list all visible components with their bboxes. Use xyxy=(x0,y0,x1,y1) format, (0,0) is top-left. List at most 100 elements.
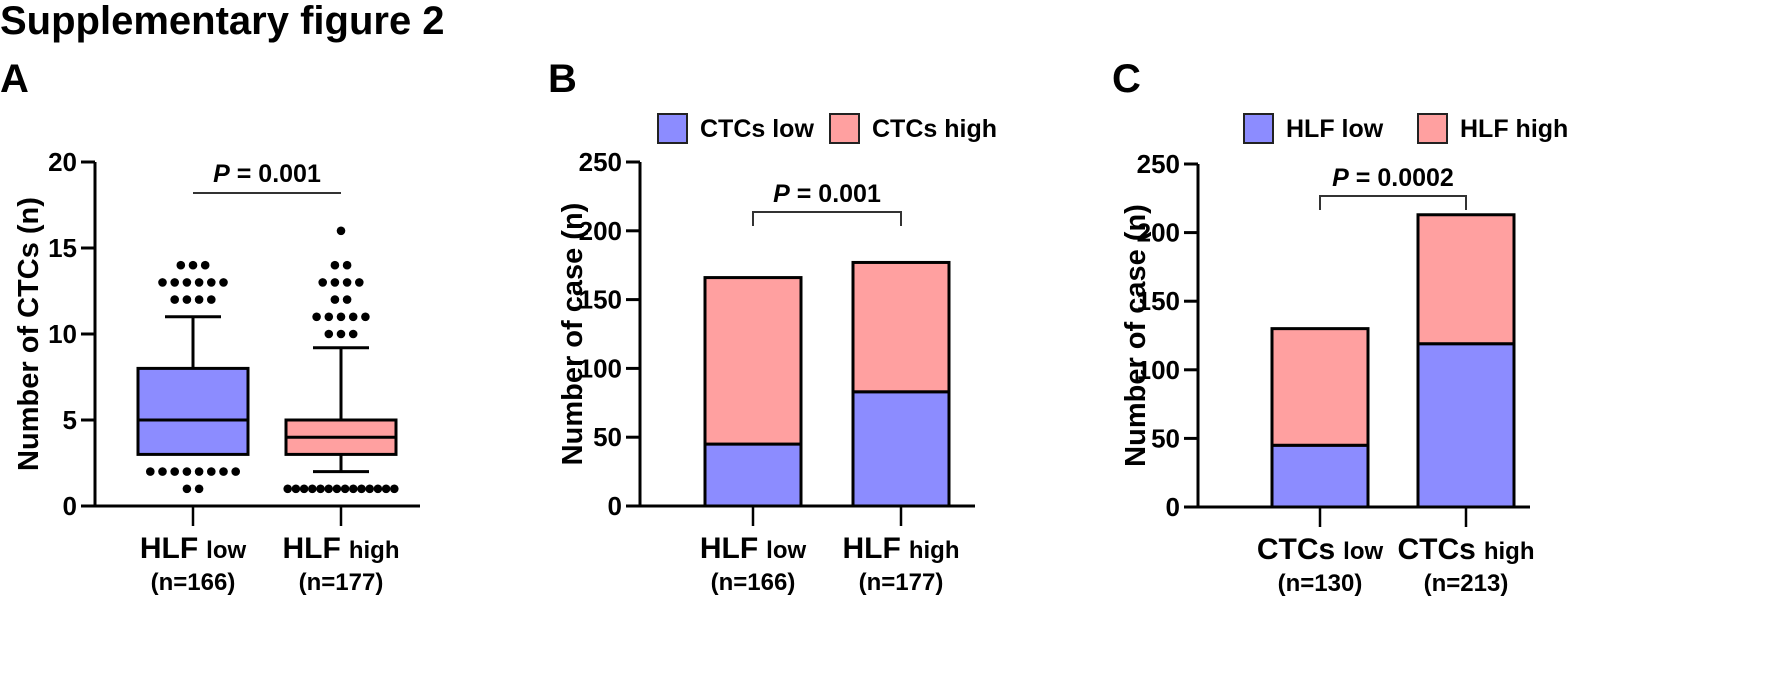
outlier-point xyxy=(336,329,346,339)
outlier-point xyxy=(182,484,192,494)
box-plot-low xyxy=(136,260,250,494)
category-main: HLF xyxy=(843,532,901,565)
y-tick-label: 5 xyxy=(63,405,77,435)
category-main: HLF xyxy=(140,532,198,565)
outlier-point xyxy=(170,467,179,476)
box-plot-high xyxy=(283,226,399,494)
outlier-point xyxy=(381,484,391,494)
legend-swatch xyxy=(1243,113,1274,144)
bar-segment-low xyxy=(851,390,951,508)
y-tick-label: 150 xyxy=(1137,286,1180,316)
outlier-point xyxy=(342,295,352,304)
panel-letter: C xyxy=(1112,57,1141,101)
x-category-label: HLF high xyxy=(283,532,400,565)
outlier-point xyxy=(365,484,375,494)
outlier-point xyxy=(324,329,334,339)
x-category-label: HLF low xyxy=(700,532,807,565)
p-value-label: P = 0.001 xyxy=(213,160,321,188)
legend-swatch xyxy=(829,113,860,144)
category-n: (n=177) xyxy=(859,569,944,596)
figure-title: Supplementary figure 2 xyxy=(0,0,445,43)
y-tick-label: 50 xyxy=(593,422,622,452)
p-value: = 0.0002 xyxy=(1349,164,1454,192)
y-tick-label: 100 xyxy=(1137,355,1180,385)
y-tick-label: 0 xyxy=(608,491,622,521)
x-category-label: CTCs high xyxy=(1398,533,1535,566)
y-axis-title: Number of CTCs (n) xyxy=(13,197,45,471)
outlier-point xyxy=(324,484,334,494)
outlier-point xyxy=(182,467,192,476)
outlier-point xyxy=(170,278,179,287)
outlier-point xyxy=(283,484,293,494)
x-category-label: HLF low xyxy=(140,532,247,565)
y-tick-label: 200 xyxy=(579,216,622,246)
outlier-point xyxy=(219,467,228,476)
outlier-point xyxy=(330,295,340,304)
bar-segment-high xyxy=(851,260,951,394)
category-n: (n=213) xyxy=(1424,570,1509,597)
outlier-point xyxy=(332,484,342,494)
legend-label: HLF high xyxy=(1460,115,1568,143)
y-tick-label: 250 xyxy=(1137,149,1180,179)
y-tick-label: 100 xyxy=(579,353,622,383)
outlier-point xyxy=(348,312,358,322)
p-symbol: P xyxy=(1332,164,1349,192)
legend-swatch xyxy=(657,113,688,144)
y-tick-label: 250 xyxy=(579,147,622,177)
category-main: HLF xyxy=(700,532,758,565)
outlier-point xyxy=(361,312,370,322)
outlier-point xyxy=(170,295,179,304)
outlier-point xyxy=(390,484,399,494)
category-n: (n=166) xyxy=(711,569,796,596)
outlier-point xyxy=(194,278,204,287)
category-sub: low xyxy=(1343,538,1383,565)
category-n: (n=130) xyxy=(1278,570,1363,597)
outlier-point xyxy=(194,295,204,304)
y-tick-label: 10 xyxy=(48,319,77,349)
outlier-point xyxy=(146,467,155,476)
bar-segment-high xyxy=(1416,213,1516,346)
category-main: CTCs xyxy=(1398,533,1476,566)
outlier-point xyxy=(349,484,358,494)
outlier-point xyxy=(318,278,328,287)
p-symbol: P xyxy=(213,160,230,188)
category-sub: high xyxy=(1484,538,1535,565)
p-value: = 0.001 xyxy=(230,160,321,188)
bar-segment-low xyxy=(1416,342,1516,509)
outlier-point xyxy=(194,484,204,494)
outlier-point xyxy=(194,467,204,476)
y-axis-title: Number of case (n) xyxy=(557,203,589,466)
outlier-point xyxy=(182,278,192,287)
x-category-label: HLF high xyxy=(843,532,960,565)
significance-bracket xyxy=(752,211,902,226)
outlier-point xyxy=(342,260,352,270)
p-value-label: P = 0.001 xyxy=(773,180,881,208)
outlier-point xyxy=(207,278,216,287)
outlier-point xyxy=(207,295,216,304)
category-n: (n=166) xyxy=(151,569,236,596)
outlier-point xyxy=(312,312,321,322)
outlier-point xyxy=(342,278,352,287)
category-main: CTCs xyxy=(1257,533,1335,566)
y-tick-label: 0 xyxy=(63,491,77,521)
outlier-point xyxy=(357,484,366,494)
panel-c: C 0 50 100 150 200 250 Number of case (n) CTCs lo… xyxy=(1112,57,1568,597)
bar-segment-low xyxy=(1270,443,1370,509)
outlier-point xyxy=(348,329,358,339)
panel-letter: B xyxy=(548,57,577,101)
y-tick-label: 0 xyxy=(1166,492,1180,522)
category-sub: high xyxy=(349,537,400,564)
y-tick-label: 15 xyxy=(48,233,77,263)
outlier-point xyxy=(158,467,167,476)
y-tick-label: 200 xyxy=(1137,218,1180,248)
outlier-point xyxy=(176,260,186,270)
legend-label: CTCs low xyxy=(700,115,814,143)
category-sub: low xyxy=(766,537,806,564)
outlier-point xyxy=(340,484,350,494)
outlier-point xyxy=(291,484,301,494)
outlier-point xyxy=(355,278,364,287)
y-tick-label: 150 xyxy=(579,285,622,315)
panel-b: B 0 50 100 150 200 250 Number of case (n) HLF low… xyxy=(548,57,997,596)
p-symbol: P xyxy=(773,180,790,208)
